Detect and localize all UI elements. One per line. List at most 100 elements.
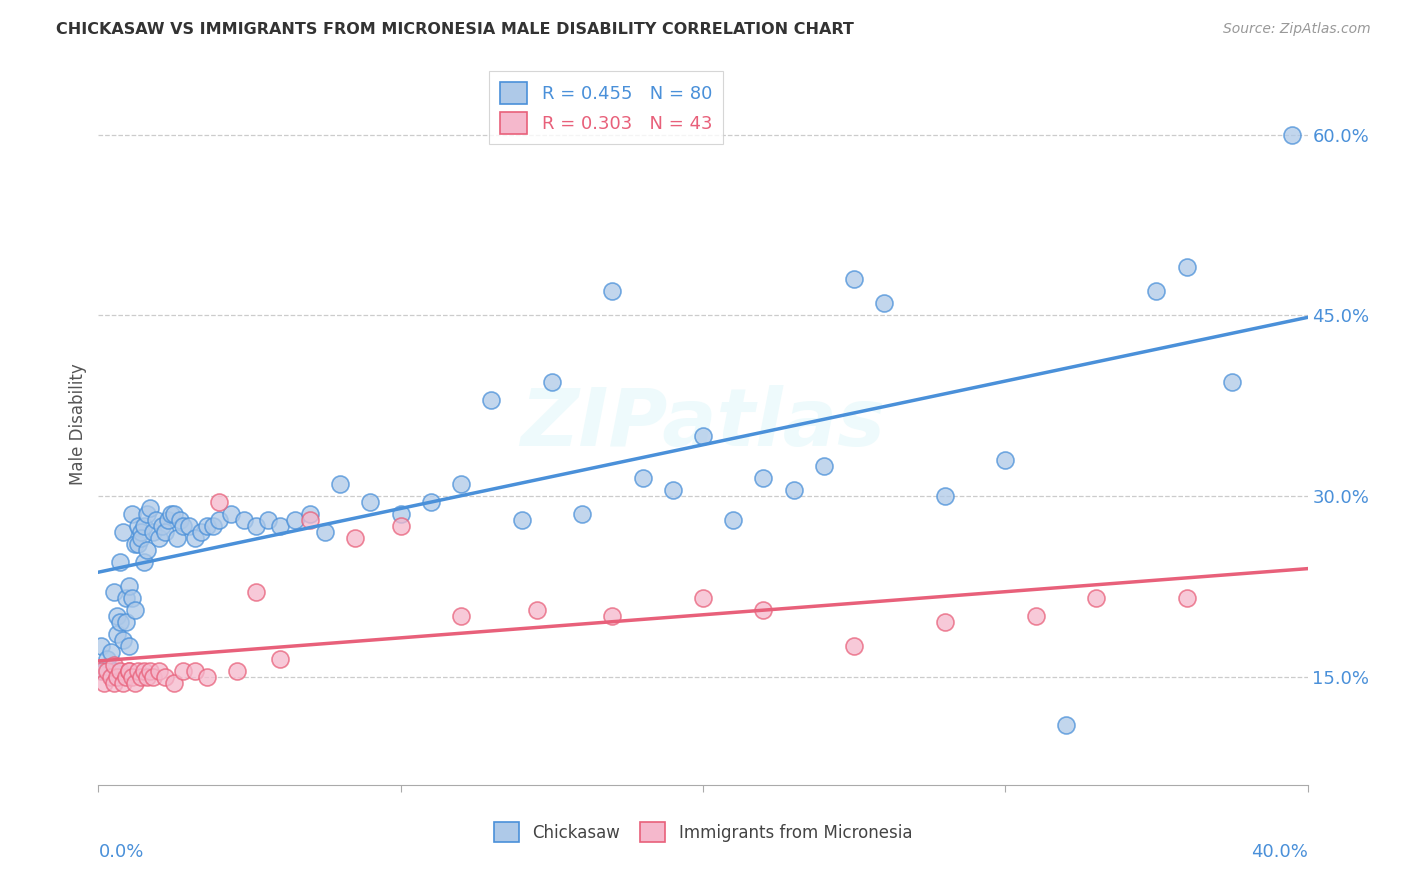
Legend: Chickasaw, Immigrants from Micronesia: Chickasaw, Immigrants from Micronesia: [488, 815, 918, 849]
Point: [844, 640, 866, 654]
Point: [844, 272, 866, 286]
Text: 40.0%: 40.0%: [1251, 843, 1308, 862]
Point: [269, 519, 291, 533]
Point: [118, 664, 141, 678]
Point: [148, 664, 170, 678]
Point: [142, 524, 165, 539]
Point: [129, 669, 152, 684]
Point: [450, 476, 472, 491]
Point: [1024, 609, 1046, 624]
Point: [540, 375, 562, 389]
Point: [344, 531, 367, 545]
Point: [121, 669, 143, 684]
Point: [93, 664, 115, 678]
Point: [139, 501, 162, 516]
Point: [114, 615, 136, 630]
Point: [1175, 591, 1198, 606]
Point: [184, 664, 207, 678]
Point: [108, 615, 131, 630]
Point: [118, 640, 141, 654]
Point: [93, 675, 115, 690]
Point: [169, 513, 191, 527]
Point: [139, 664, 162, 678]
Point: [1175, 260, 1198, 275]
Y-axis label: Male Disability: Male Disability: [69, 363, 87, 484]
Point: [299, 507, 322, 521]
Point: [127, 537, 149, 551]
Point: [934, 489, 956, 503]
Point: [105, 669, 128, 684]
Point: [571, 507, 593, 521]
Point: [118, 664, 141, 678]
Point: [103, 657, 125, 672]
Text: CHICKASAW VS IMMIGRANTS FROM MICRONESIA MALE DISABILITY CORRELATION CHART: CHICKASAW VS IMMIGRANTS FROM MICRONESIA …: [56, 22, 853, 37]
Point: [163, 507, 186, 521]
Point: [1220, 375, 1243, 389]
Point: [934, 615, 956, 630]
Point: [90, 640, 112, 654]
Point: [526, 603, 548, 617]
Point: [124, 537, 146, 551]
Point: [179, 519, 201, 533]
Point: [145, 513, 167, 527]
Point: [1144, 285, 1167, 299]
Point: [389, 507, 412, 521]
Point: [160, 507, 183, 521]
Point: [602, 609, 624, 624]
Point: [114, 669, 136, 684]
Point: [132, 555, 155, 569]
Point: [314, 524, 336, 539]
Point: [221, 507, 243, 521]
Point: [1085, 591, 1108, 606]
Point: [172, 519, 194, 533]
Point: [96, 651, 118, 665]
Point: [661, 483, 683, 497]
Text: ZIPatlas: ZIPatlas: [520, 384, 886, 463]
Point: [723, 513, 745, 527]
Point: [153, 669, 176, 684]
Point: [118, 579, 141, 593]
Point: [752, 603, 775, 617]
Point: [121, 507, 143, 521]
Point: [873, 296, 896, 310]
Point: [631, 471, 654, 485]
Point: [994, 453, 1017, 467]
Point: [103, 585, 125, 599]
Point: [135, 543, 157, 558]
Point: [127, 519, 149, 533]
Point: [226, 664, 249, 678]
Point: [172, 664, 194, 678]
Point: [103, 664, 125, 678]
Point: [142, 669, 165, 684]
Point: [105, 609, 128, 624]
Point: [299, 513, 322, 527]
Point: [108, 555, 131, 569]
Point: [163, 675, 186, 690]
Point: [90, 664, 112, 678]
Point: [256, 513, 278, 527]
Point: [124, 675, 146, 690]
Point: [195, 669, 218, 684]
Point: [132, 519, 155, 533]
Point: [752, 471, 775, 485]
Point: [602, 285, 624, 299]
Point: [150, 519, 173, 533]
Point: [111, 633, 134, 648]
Point: [96, 664, 118, 678]
Point: [450, 609, 472, 624]
Point: [510, 513, 533, 527]
Point: [813, 458, 835, 473]
Point: [269, 651, 291, 665]
Text: Source: ZipAtlas.com: Source: ZipAtlas.com: [1223, 22, 1371, 37]
Point: [245, 585, 267, 599]
Point: [166, 531, 188, 545]
Point: [156, 513, 179, 527]
Point: [1281, 128, 1303, 142]
Point: [124, 603, 146, 617]
Point: [481, 392, 503, 407]
Point: [103, 675, 125, 690]
Point: [692, 429, 714, 443]
Point: [121, 591, 143, 606]
Point: [129, 531, 152, 545]
Point: [100, 669, 122, 684]
